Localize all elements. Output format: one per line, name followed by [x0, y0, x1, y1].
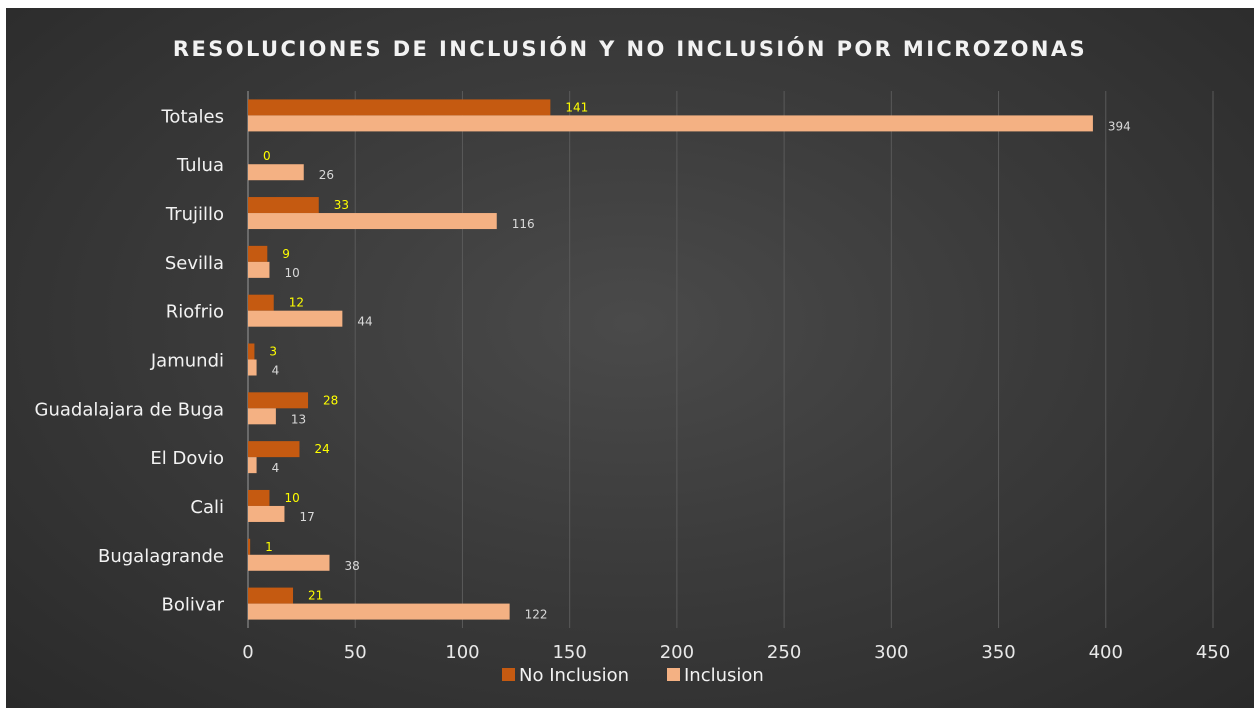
category-label: Trujillo [165, 204, 224, 225]
data-label-no-inclusion: 21 [308, 589, 323, 603]
data-label-inclusion: 4 [272, 364, 280, 378]
bar-no-inclusion [248, 99, 551, 116]
x-tick-label: 250 [767, 642, 801, 663]
data-label-inclusion: 122 [525, 608, 548, 622]
bar-no-inclusion [248, 489, 270, 506]
bar-inclusion [248, 457, 257, 474]
category-label: El Dovio [150, 448, 224, 469]
data-label-no-inclusion: 28 [323, 393, 338, 407]
data-label-inclusion: 17 [299, 510, 314, 524]
bar-inclusion [248, 505, 285, 522]
bar-no-inclusion [248, 538, 251, 555]
data-label-inclusion: 38 [344, 559, 359, 573]
data-label-no-inclusion: 33 [334, 198, 349, 212]
legend: No Inclusion Inclusion [502, 665, 764, 686]
bar-no-inclusion [248, 441, 300, 458]
category-label: Tulua [176, 155, 224, 176]
bar-inclusion [248, 115, 1093, 132]
data-label-inclusion: 116 [512, 217, 535, 231]
category-label: Jamundi [150, 351, 224, 372]
data-label-no-inclusion: 24 [314, 442, 329, 456]
bar-no-inclusion [248, 197, 319, 214]
data-label-no-inclusion: 10 [284, 491, 299, 505]
chart-area: RESOLUCIONES DE INCLUSIÓN Y NO INCLUSIÓN… [6, 8, 1254, 708]
x-tick-label: 150 [552, 642, 586, 663]
category-label: Guadalajara de Buga [35, 399, 225, 420]
bar-inclusion [248, 310, 343, 327]
data-label-inclusion: 10 [284, 266, 299, 280]
data-label-no-inclusion: 1 [265, 540, 273, 554]
x-tick-label: 50 [344, 642, 367, 663]
legend-swatch [667, 668, 680, 681]
category-label: Bugalagrande [98, 546, 224, 567]
x-tick-label: 300 [874, 642, 908, 663]
data-label-no-inclusion: 12 [289, 296, 304, 310]
bar-inclusion [248, 408, 276, 425]
x-tick-label: 100 [445, 642, 479, 663]
legend-label: No Inclusion [519, 665, 629, 686]
bar-inclusion [248, 603, 510, 620]
bar-no-inclusion [248, 343, 255, 360]
bar-no-inclusion [248, 587, 294, 604]
data-label-inclusion: 4 [272, 461, 280, 475]
bar-inclusion [248, 261, 270, 278]
category-label: Bolivar [162, 595, 225, 616]
bar-inclusion [248, 164, 304, 181]
x-tick-label: 0 [242, 642, 253, 663]
data-label-inclusion: 13 [291, 412, 306, 426]
data-label-inclusion: 394 [1108, 119, 1131, 133]
x-tick-label: 400 [1089, 642, 1123, 663]
x-tick-label: 200 [660, 642, 694, 663]
bar-chart: RESOLUCIONES DE INCLUSIÓN Y NO INCLUSIÓN… [35, 36, 1231, 686]
chart-title: RESOLUCIONES DE INCLUSIÓN Y NO INCLUSIÓN… [173, 36, 1087, 61]
data-label-inclusion: 44 [357, 315, 372, 329]
category-label: Riofrio [166, 302, 224, 323]
category-label: Sevilla [165, 253, 224, 274]
bar-no-inclusion [248, 294, 274, 311]
x-tick-label: 450 [1196, 642, 1230, 663]
category-label: Totales [161, 106, 225, 127]
legend-label: Inclusion [684, 665, 764, 686]
legend-swatch [502, 668, 515, 681]
data-label-no-inclusion: 0 [263, 149, 271, 163]
bar-no-inclusion [248, 245, 268, 262]
x-tick-label: 350 [981, 642, 1015, 663]
category-label: Cali [190, 497, 224, 518]
bar-inclusion [248, 213, 497, 230]
bar-inclusion [248, 359, 257, 376]
data-label-inclusion: 26 [319, 168, 334, 182]
data-label-no-inclusion: 141 [565, 100, 588, 114]
bar-no-inclusion [248, 392, 309, 409]
bar-inclusion [248, 554, 330, 571]
data-label-no-inclusion: 9 [282, 247, 290, 261]
data-label-no-inclusion: 3 [269, 345, 277, 359]
